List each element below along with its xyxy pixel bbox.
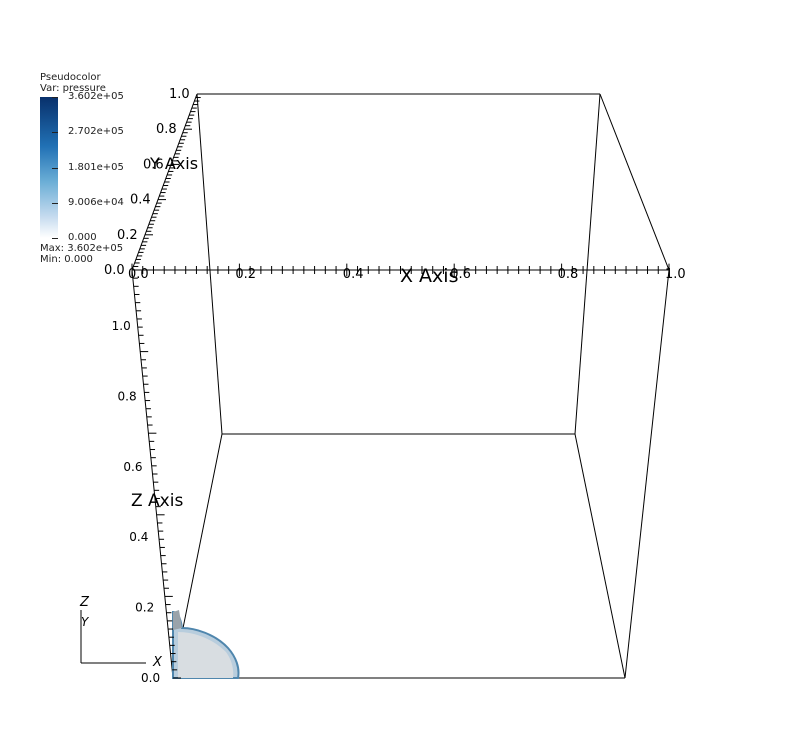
x-tick-label: 0.4 (343, 267, 364, 282)
z-tick-label: 0.6 (123, 460, 142, 474)
box-edge (196, 93, 223, 435)
colorbar-tickmark (52, 238, 58, 239)
box-edge (574, 433, 626, 679)
colorbar-tick-label: 1.801e+05 (68, 161, 124, 173)
triad-y-label: Y (81, 615, 90, 629)
z-tick-label: 0.0 (141, 671, 160, 685)
y-tick-label: 0.4 (130, 193, 151, 208)
orientation-triad: Z Y X (79, 595, 163, 670)
x-axis-ticks: 0.0 0.2 0.4 0.6 0.8 1.0 (128, 263, 686, 282)
x-tick-label: 1.0 (665, 267, 686, 282)
box-edge (599, 93, 670, 271)
bounding-box (131, 93, 670, 679)
y-axis-ticks: 0.0 0.2 0.4 0.6 0.8 1.0 (104, 87, 205, 278)
z-axis-ticks: 0.0 0.2 0.4 0.6 0.8 1.0 (112, 269, 181, 685)
colorbar-tickmark (52, 167, 58, 169)
legend-plot-type: Pseudocolor (40, 72, 101, 83)
y-tick-label: 0.0 (104, 263, 125, 278)
y-tick-label: 0.6 (143, 157, 164, 172)
box-edge (574, 93, 601, 435)
z-tick-label: 0.2 (135, 601, 154, 615)
triad-z-label: Z (79, 595, 90, 610)
pressure-isosurface (172, 610, 240, 679)
z-axis-title: Z Axis (131, 491, 183, 511)
x-tick-label: 0.8 (558, 267, 579, 282)
legend-max: Max: 3.602e+05 (40, 243, 124, 254)
colorbar-tick-label: 3.602e+05 (68, 91, 124, 102)
y-tick-label: 1.0 (169, 87, 190, 102)
x-tick-label: 0.2 (235, 267, 256, 282)
colorbar-tick-label: 0.000 (68, 232, 97, 243)
x-tick-label: 0.0 (128, 267, 149, 282)
x-axis-title: X Axis (400, 265, 458, 287)
colorbar-tickmark (52, 202, 58, 204)
colorbar-tickmark (52, 132, 58, 134)
legend-variable: Var: pressure (40, 83, 106, 94)
y-tick-label: 0.2 (117, 228, 138, 243)
y-tick-label: 0.8 (156, 122, 177, 137)
x-tick-label: 0.6 (450, 267, 471, 282)
colorbar-tick-label: 9.006e+04 (68, 196, 124, 208)
z-tick-label: 1.0 (112, 319, 131, 333)
colorbar-tickmark (52, 97, 58, 98)
z-tick-label: 0.8 (118, 389, 137, 403)
z-tick-label: 0.4 (129, 530, 148, 544)
legend-min: Min: 0.000 (40, 254, 93, 265)
triad-x-label: X (152, 655, 163, 670)
box-edge (624, 269, 670, 679)
colorbar-tick-label: 2.702e+05 (68, 126, 124, 138)
y-axis-title: Y Axis (149, 154, 198, 173)
